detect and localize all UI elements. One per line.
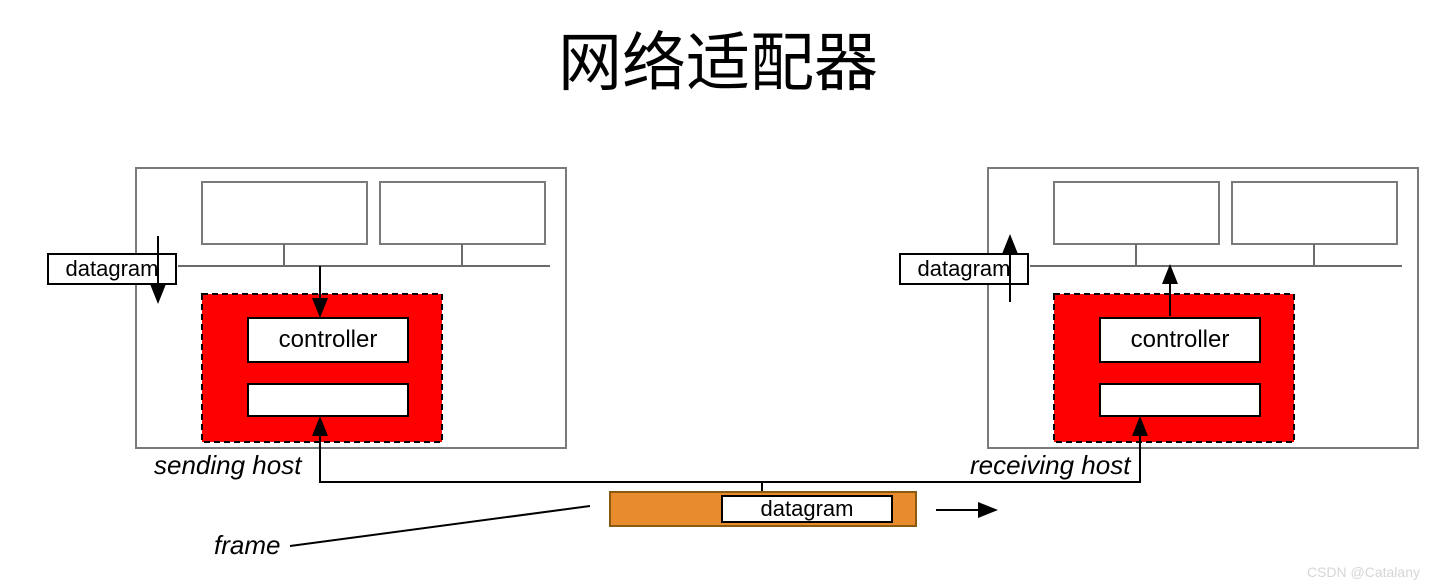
right-upper-box-1 [1054, 182, 1219, 244]
path-left-to-frame [320, 444, 762, 492]
controller-left-box-2 [248, 384, 408, 416]
controller-right-box-2 [1100, 384, 1260, 416]
controller-label-left: controller [248, 326, 408, 354]
sending-host-label: sending host [154, 450, 301, 481]
left-upper-box-1 [202, 182, 367, 244]
diagram-canvas [0, 0, 1436, 588]
receiving-host-label: receiving host [970, 450, 1130, 481]
left-upper-box-2 [380, 182, 545, 244]
frame-label: frame [214, 530, 280, 561]
datagram-label-left: datagram [48, 256, 176, 282]
frame-label-line [290, 506, 590, 546]
controller-label-right: controller [1100, 326, 1260, 354]
adapter-right [1054, 294, 1294, 442]
watermark: CSDN @Catalany [1307, 564, 1420, 580]
frame-datagram-label: datagram [722, 496, 892, 522]
right-upper-box-2 [1232, 182, 1397, 244]
datagram-label-right: datagram [900, 256, 1028, 282]
adapter-left [202, 294, 442, 442]
